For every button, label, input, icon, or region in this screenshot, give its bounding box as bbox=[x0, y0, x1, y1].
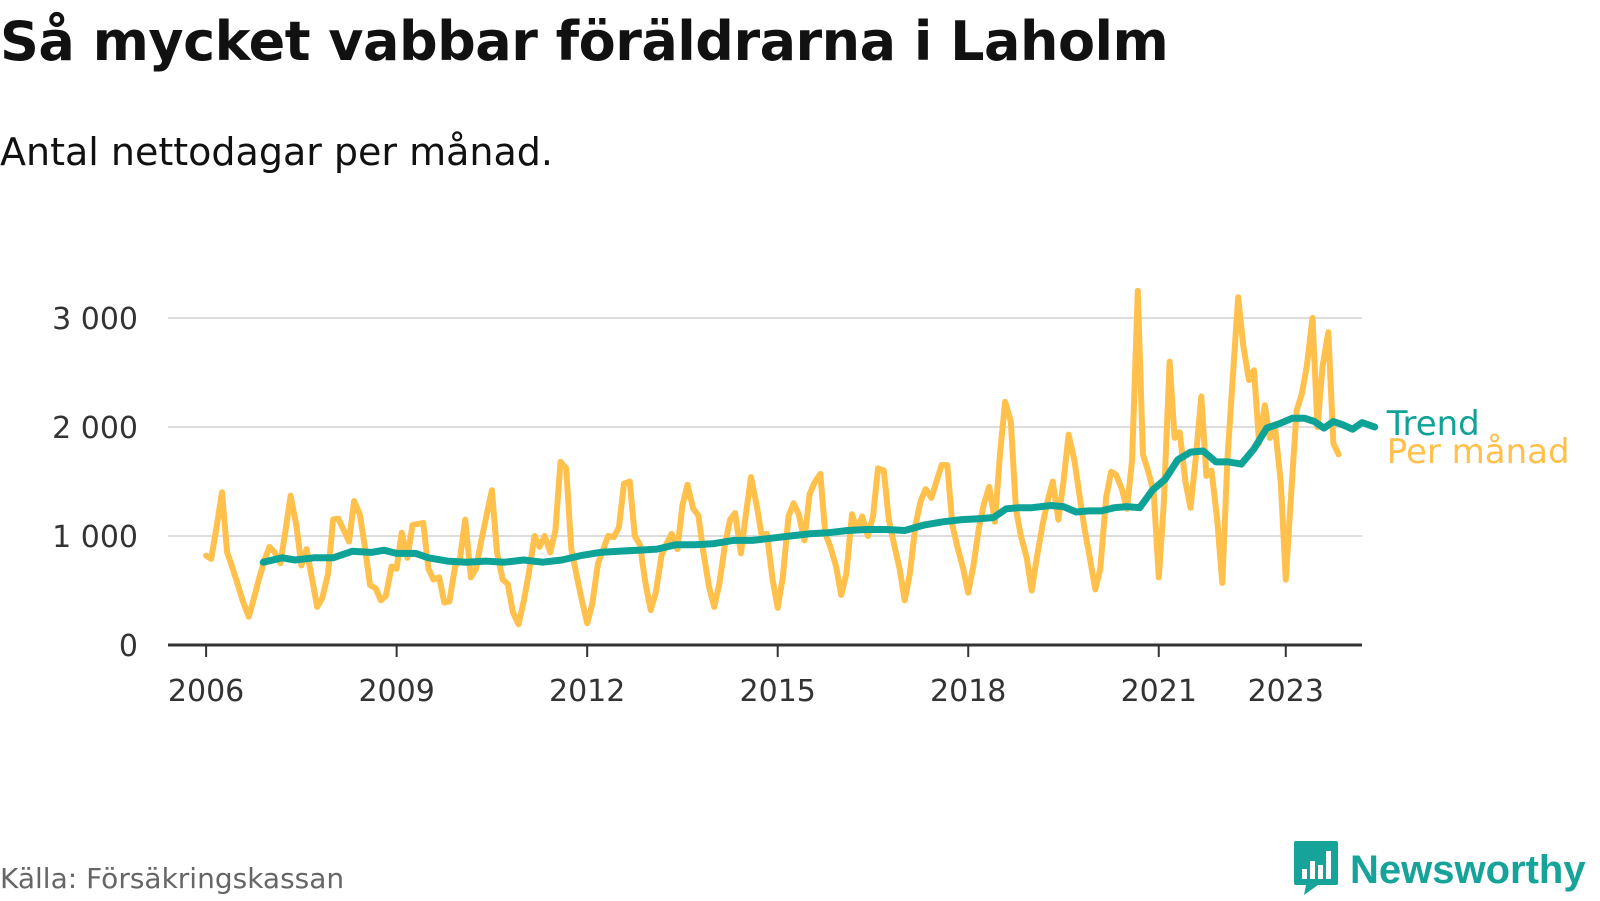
series-line-trend bbox=[259, 414, 1379, 566]
axes: 0 1 000 2 000 3 000 2006 2009 2012 2015 2018 2021… bbox=[52, 302, 1362, 709]
brand-logo[interactable]: Newsworthy bbox=[1292, 840, 1586, 900]
y-tick-label: 2 000 bbox=[52, 411, 138, 446]
x-tick-label: 2018 bbox=[930, 674, 1006, 709]
y-tick-label: 1 000 bbox=[52, 520, 138, 555]
x-tick-label: 2006 bbox=[168, 674, 244, 709]
source-note: Källa: Försäkringskassan bbox=[0, 862, 345, 895]
chart-title: Så mycket vabbar föräldrarna i Laholm bbox=[0, 10, 1169, 73]
x-tick-label: 2009 bbox=[358, 674, 434, 709]
series bbox=[203, 287, 1379, 628]
gridlines bbox=[168, 317, 1362, 537]
brand-name: Newsworthy bbox=[1350, 847, 1586, 892]
x-tick-label: 2015 bbox=[740, 674, 816, 709]
x-tick-label: 2023 bbox=[1248, 674, 1324, 709]
newsworthy-logo-icon bbox=[1292, 839, 1340, 901]
series-line-per-manad bbox=[203, 287, 1342, 628]
y-tick-label: 0 bbox=[119, 629, 138, 664]
x-tick-label: 2021 bbox=[1121, 674, 1197, 709]
series-label-per-manad: Per månad bbox=[1387, 432, 1570, 472]
chart-subtitle: Antal nettodagar per månad. bbox=[0, 130, 554, 174]
x-tick-label: 2012 bbox=[549, 674, 625, 709]
series-label-trend: Trend bbox=[1386, 404, 1480, 444]
y-tick-label: 3 000 bbox=[52, 302, 138, 337]
